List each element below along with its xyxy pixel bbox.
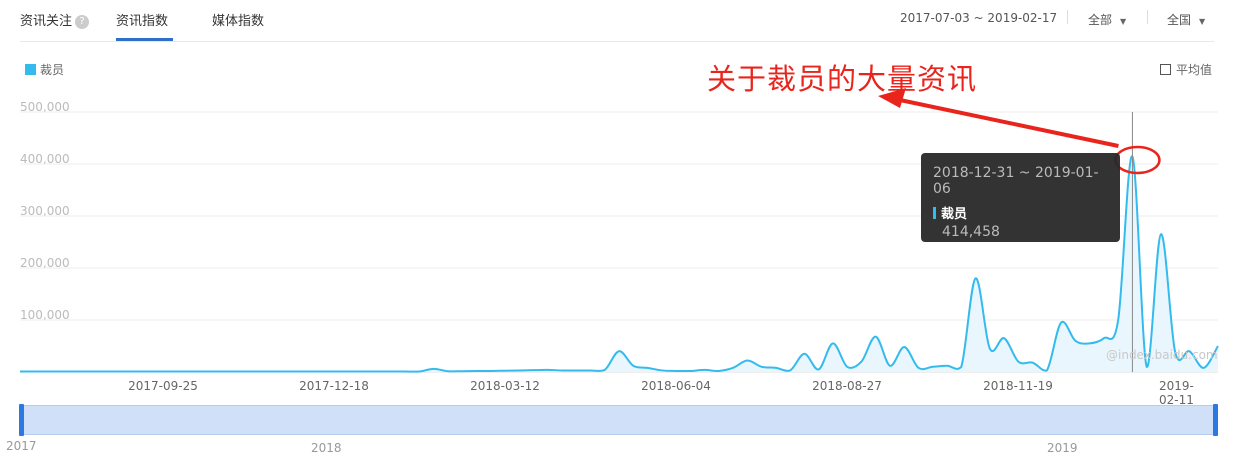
section-title-text: 资讯关注 <box>20 14 73 29</box>
navigator-label: 2018 <box>311 441 342 455</box>
legend-item[interactable]: 裁员 <box>25 61 64 78</box>
section-title: 资讯关注? <box>20 10 90 29</box>
legend-label: 裁员 <box>40 63 65 77</box>
range-navigator[interactable] <box>20 405 1218 435</box>
series-marker <box>933 207 936 219</box>
active-tab-indicator <box>116 38 173 41</box>
y-tick: 300,000 <box>20 204 70 218</box>
tooltip-value: 414,458 <box>942 224 1000 240</box>
annotation-arrow-head <box>878 88 906 108</box>
navigator-left-handle[interactable] <box>19 404 24 436</box>
question-circle-icon[interactable]: ? <box>75 15 90 29</box>
checkbox-icon[interactable] <box>1160 64 1171 75</box>
x-tick: 2018-03-12 <box>470 379 540 393</box>
region-filter-value: 全国 <box>1167 13 1192 27</box>
x-tick: 2019-02-11 <box>1159 379 1194 407</box>
annotation-circle <box>1114 145 1161 175</box>
average-checkbox[interactable]: 平均值 <box>1160 61 1212 78</box>
annotation-text: 关于裁员的大量资讯 <box>707 62 978 96</box>
x-tick: 2017-09-25 <box>128 379 198 393</box>
y-tick: 100,000 <box>20 308 70 322</box>
y-tick: 500,000 <box>20 100 70 114</box>
region-filter-dropdown[interactable]: 全国 ▼ <box>1167 11 1205 28</box>
divider <box>1067 10 1068 24</box>
tooltip-date: 2018-12-31 ~ 2019-01-06 <box>933 165 1099 197</box>
x-tick: 2018-11-19 <box>983 379 1053 393</box>
tooltip: 2018-12-31 ~ 2019-01-06 裁员 414,458 <box>921 153 1120 242</box>
tooltip-series: 裁员 <box>941 207 968 222</box>
tab-news-index[interactable]: 资讯指数 <box>116 14 169 29</box>
legend-swatch <box>25 64 36 75</box>
navigator-label: 2019 <box>1047 441 1078 455</box>
tab-media-index[interactable]: 媒体指数 <box>212 14 265 29</box>
caret-down-icon: ▼ <box>1120 17 1127 26</box>
navigator-label: 2017 <box>6 439 37 453</box>
annotation-arrow-shaft <box>899 98 1119 148</box>
x-tick: 2017-12-18 <box>299 379 369 393</box>
watermark: @index.baidu.com <box>1106 348 1218 362</box>
date-range-picker[interactable]: 2017-07-03 ~ 2019-02-17 <box>900 11 1058 25</box>
source-filter-dropdown[interactable]: 全部 ▼ <box>1088 11 1126 28</box>
y-tick: 200,000 <box>20 256 70 270</box>
series-area <box>20 156 1218 372</box>
average-label: 平均值 <box>1176 63 1213 77</box>
x-tick: 2018-08-27 <box>812 379 882 393</box>
y-tick: 400,000 <box>20 152 70 166</box>
header-divider <box>20 41 1214 42</box>
caret-down-icon: ▼ <box>1199 17 1206 26</box>
series-line <box>20 155 1219 373</box>
x-tick: 2018-06-04 <box>641 379 711 393</box>
divider <box>1147 10 1148 24</box>
source-filter-value: 全部 <box>1088 13 1113 27</box>
navigator-right-handle[interactable] <box>1213 404 1218 436</box>
